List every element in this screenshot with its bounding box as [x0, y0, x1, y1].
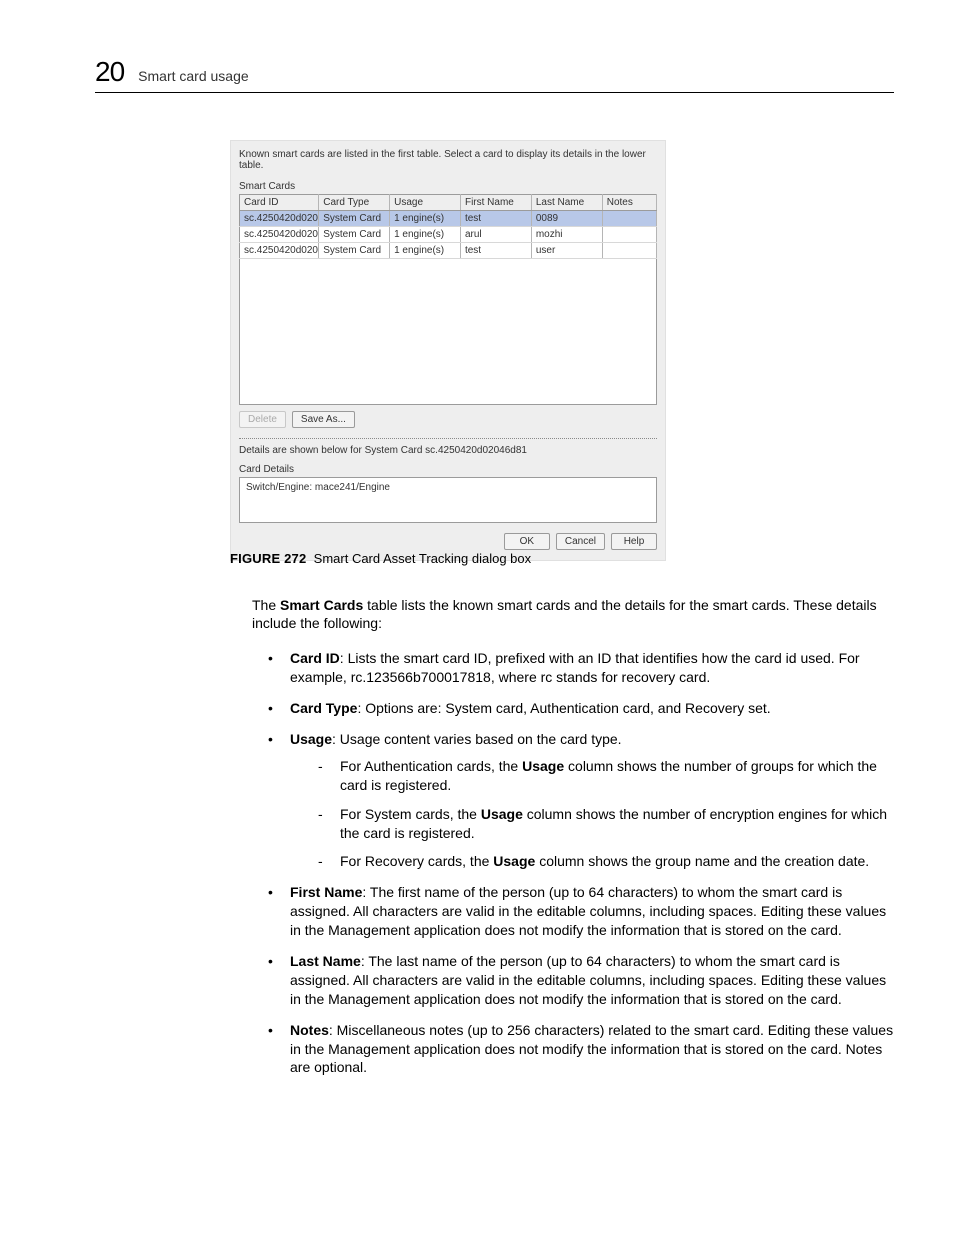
cell-first-name: test: [460, 243, 531, 259]
cell-last-name: mozhi: [531, 227, 602, 243]
card-details-label: Card Details: [239, 464, 657, 475]
cell-notes: [602, 243, 656, 259]
sub-pre: For Authentication cards, the: [340, 758, 522, 774]
list-item: For System cards, the Usage column shows…: [318, 805, 894, 843]
intro-bold: Smart Cards: [280, 597, 363, 613]
cancel-button[interactable]: Cancel: [556, 533, 605, 550]
ok-button[interactable]: OK: [504, 533, 550, 550]
figure-label: FIGURE 272: [230, 551, 306, 566]
header-rule: [95, 92, 894, 93]
item-label: First Name: [290, 884, 362, 900]
item-text: : Lists the smart card ID, prefixed with…: [290, 650, 860, 685]
col-first-name[interactable]: First Name: [460, 195, 531, 211]
list-item: First Name: The first name of the person…: [268, 883, 894, 940]
cell-card-type: System Card: [319, 211, 390, 227]
cell-card-type: System Card: [319, 227, 390, 243]
item-label: Usage: [290, 731, 332, 747]
list-item: Last Name: The last name of the person (…: [268, 952, 894, 1009]
item-text: : The last name of the person (up to 64 …: [290, 953, 886, 1007]
col-card-id[interactable]: Card ID: [240, 195, 319, 211]
sub-pre: For Recovery cards, the: [340, 853, 493, 869]
list-item: Usage: Usage content varies based on the…: [268, 730, 894, 871]
item-text: : The first name of the person (up to 64…: [290, 884, 886, 938]
cell-card-id: sc.4250420d020…: [240, 227, 319, 243]
sub-pre: For System cards, the: [340, 806, 481, 822]
bullet-list: Card ID: Lists the smart card ID, prefix…: [268, 649, 894, 1077]
content-body: FIGURE 272 Smart Card Asset Tracking dia…: [230, 550, 894, 1089]
delete-button[interactable]: Delete: [239, 411, 286, 428]
item-label: Last Name: [290, 953, 361, 969]
table-header-row: Card ID Card Type Usage First Name Last …: [240, 195, 657, 211]
help-button[interactable]: Help: [611, 533, 657, 550]
smartcard-dialog: Known smart cards are listed in the firs…: [230, 140, 666, 561]
cell-first-name: arul: [460, 227, 531, 243]
sub-bold: Usage: [522, 758, 564, 774]
page-header: 20 Smart card usage: [95, 56, 894, 88]
item-text: : Miscellaneous notes (up to 256 charact…: [290, 1022, 893, 1076]
dotted-separator: [239, 438, 657, 439]
card-details-box: Switch/Engine: mace241/Engine: [239, 477, 657, 523]
details-line: Details are shown below for System Card …: [239, 445, 657, 456]
col-card-type[interactable]: Card Type: [319, 195, 390, 211]
dash-list: For Authentication cards, the Usage colu…: [318, 757, 894, 871]
list-item: For Recovery cards, the Usage column sho…: [318, 852, 894, 871]
cell-notes: [602, 211, 656, 227]
save-as-button[interactable]: Save As...: [292, 411, 355, 428]
smartcards-table[interactable]: Card ID Card Type Usage First Name Last …: [239, 194, 657, 259]
page-number: 20: [95, 56, 124, 88]
item-label: Card Type: [290, 700, 357, 716]
table-empty-space: [239, 259, 657, 405]
smartcards-label: Smart Cards: [239, 181, 657, 192]
cell-last-name: 0089: [531, 211, 602, 227]
cell-usage: 1 engine(s): [390, 211, 461, 227]
table-button-row: Delete Save As...: [239, 411, 657, 428]
cell-last-name: user: [531, 243, 602, 259]
figure-caption-text: Smart Card Asset Tracking dialog box: [314, 551, 532, 566]
list-item: Card Type: Options are: System card, Aut…: [268, 699, 894, 718]
dialog-bottom-buttons: OK Cancel Help: [239, 533, 657, 550]
list-item: For Authentication cards, the Usage colu…: [318, 757, 894, 795]
figure-caption: FIGURE 272 Smart Card Asset Tracking dia…: [230, 550, 894, 568]
cell-card-id: sc.4250420d020…: [240, 243, 319, 259]
col-last-name[interactable]: Last Name: [531, 195, 602, 211]
table-row[interactable]: sc.4250420d020… System Card 1 engine(s) …: [240, 227, 657, 243]
item-label: Notes: [290, 1022, 329, 1038]
cell-usage: 1 engine(s): [390, 227, 461, 243]
cell-first-name: test: [460, 211, 531, 227]
cell-card-type: System Card: [319, 243, 390, 259]
sub-bold: Usage: [493, 853, 535, 869]
item-label: Card ID: [290, 650, 340, 666]
col-usage[interactable]: Usage: [390, 195, 461, 211]
item-text: : Usage content varies based on the card…: [332, 731, 622, 747]
cell-card-id: sc.4250420d020…: [240, 211, 319, 227]
table-row[interactable]: sc.4250420d020… System Card 1 engine(s) …: [240, 211, 657, 227]
sub-bold: Usage: [481, 806, 523, 822]
intro-paragraph: The Smart Cards table lists the known sm…: [252, 596, 894, 634]
engine-line: Switch/Engine: mace241/Engine: [246, 482, 390, 493]
dialog-instruction: Known smart cards are listed in the firs…: [239, 149, 657, 171]
list-item: Notes: Miscellaneous notes (up to 256 ch…: [268, 1021, 894, 1078]
section-title: Smart card usage: [138, 68, 249, 84]
sub-post: column shows the group name and the crea…: [535, 853, 869, 869]
cell-usage: 1 engine(s): [390, 243, 461, 259]
item-text: : Options are: System card, Authenticati…: [357, 700, 770, 716]
list-item: Card ID: Lists the smart card ID, prefix…: [268, 649, 894, 687]
table-row[interactable]: sc.4250420d020… System Card 1 engine(s) …: [240, 243, 657, 259]
intro-pre: The: [252, 597, 280, 613]
cell-notes: [602, 227, 656, 243]
col-notes[interactable]: Notes: [602, 195, 656, 211]
